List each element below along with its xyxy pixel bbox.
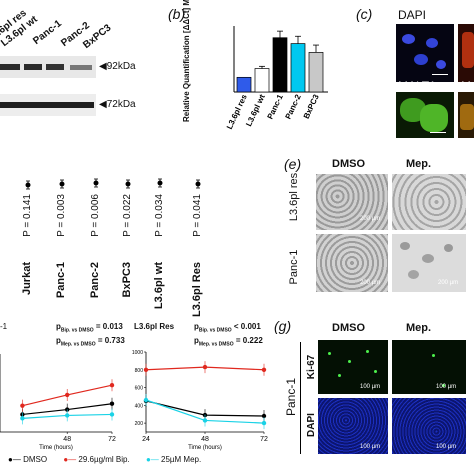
line-chart-right: 1000 800 600 400 200 24 48 72 Time (hours) [132,350,268,451]
y-tick-label: 600 [135,386,144,392]
data-point [261,413,267,419]
x-tick-label: 72 [108,436,116,443]
g-col-dmso: DMSO [332,322,365,334]
data-point [65,413,70,418]
p-value-label: P = 0.006 [90,194,101,237]
g-row-ki67: Ki-67 [306,354,317,380]
x-tick-label: 48 [201,436,209,443]
category-label: L3.6pl wt [153,262,165,310]
category-label: Panc-1 [55,262,67,299]
data-point [261,367,267,372]
category-label: BxPC3 [121,262,133,298]
p-value-label: P = 0.041 [192,194,203,237]
x-axis-label: Time (hours) [39,445,73,451]
blot-strip-bottom [0,94,96,116]
micro-merge [458,92,474,138]
bf-panc1-mep: 200 µm [392,234,466,292]
y-tick-label: 800 [135,368,144,374]
line-chart-left: 48 72 Time (hours) [0,354,116,451]
g-row-bracket [300,342,301,454]
category-label: BxPC3 [302,93,321,121]
legend-item-bip: ●— 29.6µg/ml Bip. [63,455,130,464]
x-tick-label: 48 [63,436,71,443]
data-point [20,403,25,408]
band-label-72: ◀72kDa [99,99,136,110]
f-right-title: L3.6pl Res [134,322,175,331]
ki67-mep: 100 µm [392,340,466,394]
bar [308,52,324,93]
data-point [65,392,70,398]
y-tick-label: 200 [135,421,144,427]
bar [254,68,270,93]
row-label-l36: L3.6pl res [288,172,300,222]
y-tick-label: 1000 [132,350,143,356]
dapi-mep: 100 µm [392,398,466,454]
legend: ●— DMSO ●— 29.6µg/ml Bip. ●— 25µM Mep. [8,455,201,464]
row-label-panc1: Panc-1 [288,249,300,285]
g-row-dapi: DAPI [306,413,317,437]
f-left-title: -1 [0,322,8,331]
blot-strip-top [0,56,96,78]
bar [272,37,288,93]
y-tick-label: 400 [135,403,144,409]
y-axis-label: Relative Quantification [ΔΔCt] MALT1 mRN… [182,0,191,122]
micro-red-top [458,24,474,82]
x-axis-label: Time (hours) [188,445,222,451]
panel-letter-c: (c) [356,6,373,22]
micro-malt1 [396,92,454,138]
panel-letter-g: (g) [274,318,292,334]
micro-label-dapi: DAPI [398,8,427,22]
bf-l36-dmso: 200 µm [316,174,388,230]
g-col-mep: Mep. [406,322,432,334]
category-label: Panc-1 [266,93,285,121]
micro-dapi [396,24,454,82]
bf-panc1-dmso: 200 µm [316,234,388,292]
g-row-group: Panc-1 [284,377,298,417]
x-tick-label: 72 [260,436,268,443]
micro-label-malt1: MALT1 [398,79,436,93]
legend-item-mep: ●— 25µM Mep. [145,455,202,464]
panel-letter-b: (b) [168,6,186,22]
data-point [143,397,149,403]
x-tick-label: 24 [142,436,150,443]
f-right-stats: pBip. vs DMSO < 0.001 pMep. vs DMSO = 0.… [194,322,263,348]
micro-label-merge: M [461,79,471,93]
data-point [202,418,208,423]
p-value-label: P = 0.141 [22,194,33,237]
data-point [59,181,65,187]
data-point [25,182,31,188]
p-value-label: P = 0.022 [122,194,133,237]
category-label: Panc-2 [284,93,303,121]
data-point [261,420,267,426]
data-point [143,367,149,372]
panel-letter-e: (e) [284,156,302,172]
data-point [195,181,201,187]
p-value-label: P = 0.034 [154,194,165,237]
data-point [109,401,115,406]
col-title-dmso: DMSO [332,158,365,170]
ki67-dmso: 100 µm [318,340,388,394]
f-left-stats: pBip. vs DMSO = 0.013 pMep. vs DMSO = 0.… [56,322,125,348]
data-point [202,364,208,370]
category-label: Panc-2 [89,262,101,299]
data-point [20,416,25,421]
band-label-92: ◀92kDa [99,61,136,72]
dot-plot [25,178,201,190]
bar [290,43,306,93]
col-title-mep: Mep. [406,158,432,170]
data-point [109,383,115,388]
p-value-label: P = 0.003 [56,194,67,237]
data-point [93,180,99,186]
bar [236,76,252,93]
data-point [157,180,163,186]
dapi-dmso: 100 µm [318,398,388,454]
bf-l36-mep [392,174,466,230]
data-point [109,412,115,417]
category-label: L3.6pl Res [191,262,203,318]
category-label: Jurkat [21,262,33,296]
legend-item-dmso: ●— DMSO [8,455,48,464]
data-point [125,181,131,187]
